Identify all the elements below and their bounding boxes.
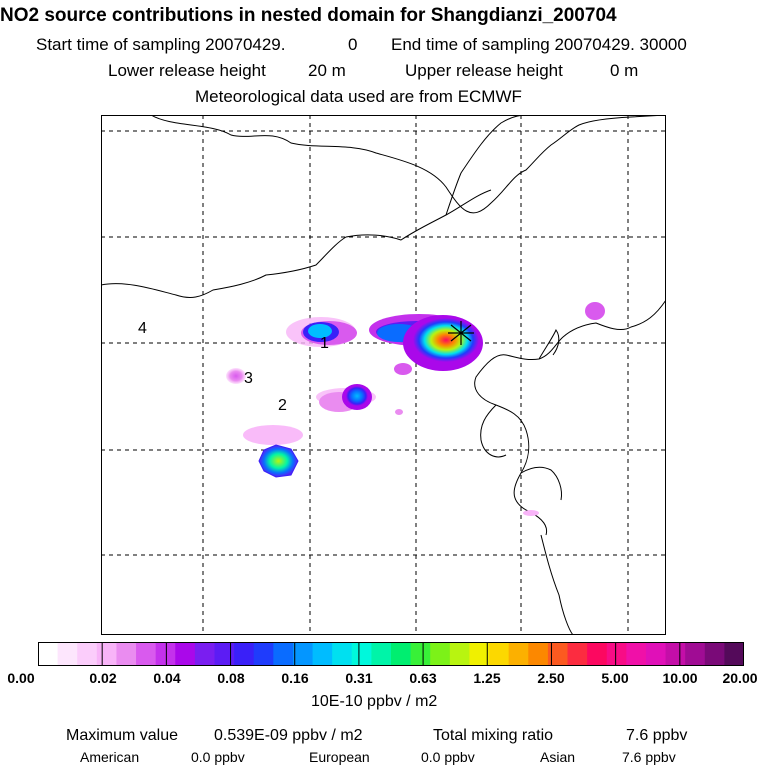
colorbar	[38, 642, 744, 666]
max-value-label: Maximum value	[66, 727, 179, 744]
colorbar-cell	[77, 642, 98, 666]
colorbar-cell	[332, 642, 353, 666]
colorbar-cell	[292, 642, 314, 666]
colorbar-cell	[528, 642, 549, 666]
upper-height-label: Upper release height	[405, 61, 563, 80]
start-time-label: Start time of sampling 20070429.	[36, 35, 286, 54]
total-mixing-value: 7.6 ppbv	[626, 727, 688, 744]
region-label-3: 3	[244, 370, 253, 387]
total-mixing-label: Total mixing ratio	[433, 727, 554, 744]
met-data-line: Meteorological data used are from ECMWF	[195, 87, 522, 106]
colorbar-cell	[489, 642, 510, 666]
lower-height-label: Lower release height	[108, 61, 266, 80]
colorbar-cell	[665, 642, 686, 666]
lower-height-value: 20 m	[308, 61, 346, 80]
colorbar-cell	[155, 642, 176, 666]
map-title: NO2 source contributions in nested domai…	[0, 5, 617, 26]
colorbar-cell	[587, 642, 608, 666]
region-label-2: 2	[278, 397, 287, 414]
colorbar-cell	[606, 642, 627, 666]
colorbar-cell	[469, 642, 490, 666]
colorbar-tick: 0.02	[89, 670, 117, 686]
colorbar-cell	[371, 642, 392, 666]
asian-value: 7.6 ppbv	[622, 749, 676, 765]
asian-label: Asian	[540, 749, 576, 765]
colorbar-cell	[312, 642, 333, 666]
european-value: 0.0 ppbv	[421, 749, 475, 765]
receptor-marker	[448, 321, 474, 345]
american-value: 0.0 ppbv	[191, 749, 245, 765]
colorbar-tick: 10.00	[662, 670, 698, 686]
colorbar-tick: 20.00	[722, 670, 758, 686]
colorbar-cell	[410, 642, 431, 666]
end-time-label: End time of sampling 20070429. 30000	[391, 35, 687, 54]
american-label: American	[80, 749, 140, 765]
colorbar-tick: 2.50	[537, 670, 565, 686]
colorbar-cell	[430, 642, 451, 666]
colorbar-unit: 10E-10 ppbv / m2	[311, 693, 438, 710]
colorbar-cell	[645, 642, 667, 666]
start-time-value: 0	[348, 35, 358, 54]
colorbar-tick: 1.25	[473, 670, 501, 686]
colorbar-cell	[194, 642, 216, 666]
colorbar-cell	[96, 642, 118, 666]
colorbar-cell	[351, 642, 372, 666]
region-label-4: 4	[138, 320, 147, 337]
colorbar-tick: 0.31	[345, 670, 373, 686]
grid-lines	[101, 115, 666, 635]
colorbar-cell	[567, 642, 588, 666]
colorbar-cell	[724, 642, 744, 666]
colorbar-tick: 0.63	[409, 670, 437, 686]
coastline	[101, 115, 666, 635]
colorbar-tick: 0.16	[281, 670, 309, 686]
colorbar-cell	[253, 642, 274, 666]
colorbar-cell	[391, 642, 412, 666]
max-value: 0.539E-09 ppbv / m2	[214, 727, 363, 744]
colorbar-cell	[234, 642, 255, 666]
colorbar-tick: 0.08	[217, 670, 245, 686]
colorbar-cell	[273, 642, 294, 666]
colorbar-cell	[547, 642, 569, 666]
colorbar-cell	[57, 642, 78, 666]
concentration-plumes	[226, 302, 605, 516]
colorbar-tick: 0.00	[7, 670, 35, 686]
colorbar-cell	[175, 642, 196, 666]
colorbar-cell	[704, 642, 725, 666]
colorbar-cell	[685, 642, 706, 666]
map-frame	[101, 115, 666, 635]
upper-height-value: 0 m	[610, 61, 639, 80]
colorbar-cell	[136, 642, 157, 666]
colorbar-cell	[449, 642, 471, 666]
colorbar-cell	[38, 642, 59, 666]
region-label-1: 1	[320, 335, 329, 352]
colorbar-cell	[214, 642, 235, 666]
european-label: European	[309, 749, 370, 765]
colorbar-cell	[116, 642, 137, 666]
colorbar-cell	[626, 642, 647, 666]
map-plot: 1 2 3 4	[101, 115, 666, 635]
colorbar-tick: 0.04	[153, 670, 181, 686]
colorbar-cell	[508, 642, 529, 666]
colorbar-tick: 5.00	[601, 670, 629, 686]
